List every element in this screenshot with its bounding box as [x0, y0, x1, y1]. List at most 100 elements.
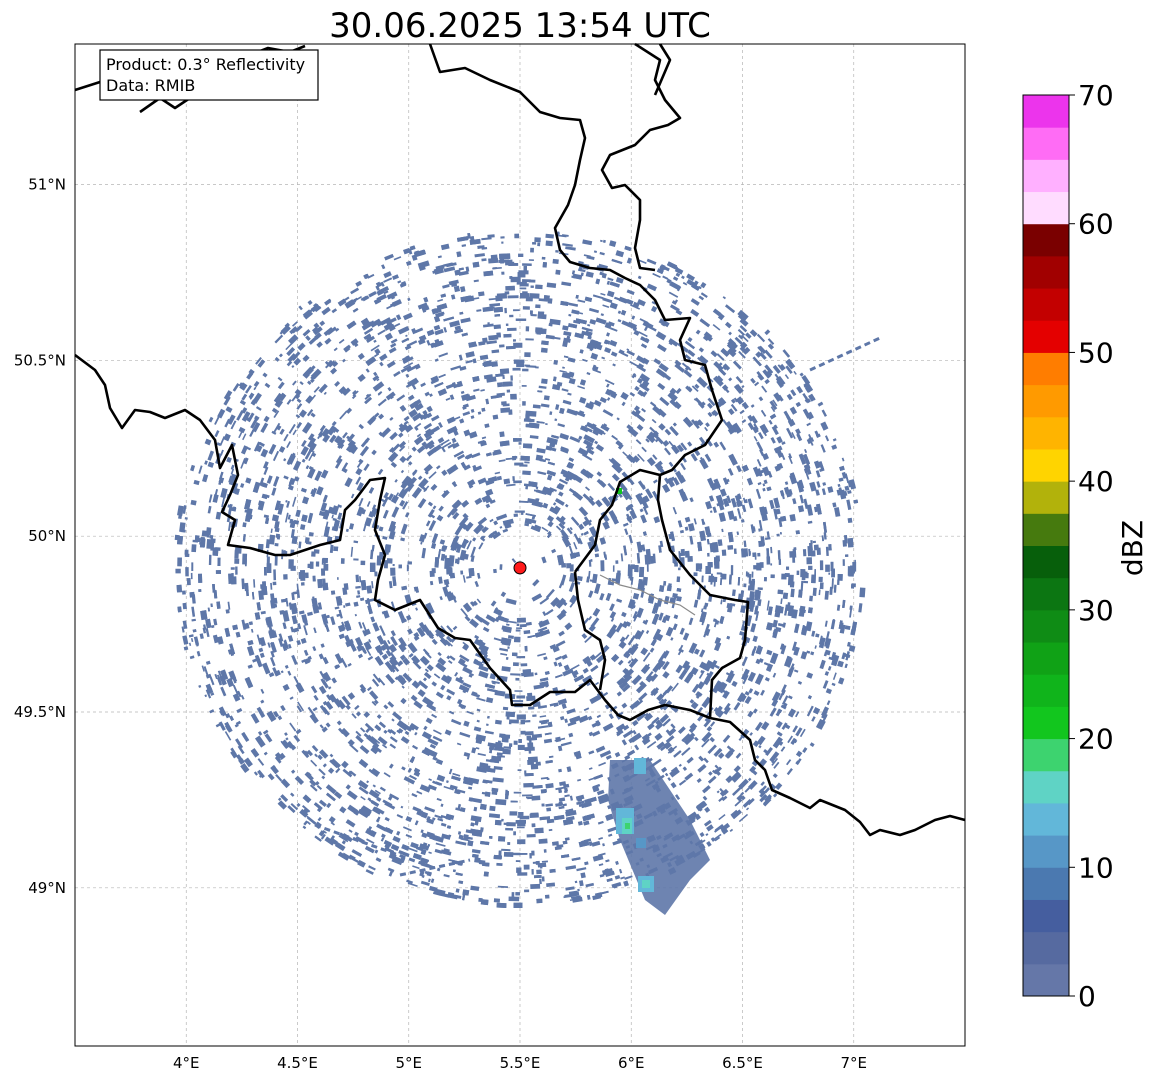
clutter-echo [505, 457, 516, 460]
clutter-echo [227, 521, 232, 532]
clutter-echo [300, 487, 307, 493]
clutter-echo [748, 573, 752, 584]
clutter-echo [790, 737, 797, 745]
clutter-echo [462, 834, 469, 841]
clutter-echo [704, 453, 712, 463]
clutter-echo [827, 666, 832, 671]
clutter-echo [585, 882, 595, 888]
clutter-echo [787, 418, 796, 427]
clutter-echo [427, 843, 431, 847]
clutter-echo [411, 793, 418, 798]
clutter-echo [188, 642, 192, 646]
clutter-echo [459, 807, 466, 813]
clutter-echo [696, 800, 707, 810]
clutter-echo [486, 688, 498, 693]
clutter-echo [314, 781, 320, 786]
clutter-echo [271, 487, 277, 496]
clutter-echo [367, 797, 372, 801]
clutter-echo [636, 364, 647, 373]
clutter-echo [661, 767, 668, 773]
clutter-echo [461, 523, 468, 530]
clutter-echo [324, 299, 332, 306]
clutter-echo [748, 780, 758, 790]
clutter-echo [752, 552, 757, 558]
clutter-echo [477, 440, 485, 444]
clutter-echo [557, 662, 563, 667]
clutter-echo [499, 431, 505, 438]
clutter-echo [292, 429, 297, 436]
clutter-echo [555, 597, 567, 609]
clutter-echo [198, 684, 202, 688]
clutter-echo [764, 794, 772, 803]
clutter-echo [528, 259, 534, 261]
clutter-echo [841, 652, 846, 660]
clutter-echo [736, 500, 743, 508]
clutter-echo [541, 803, 545, 807]
clutter-echo [772, 672, 777, 678]
clutter-echo [275, 533, 280, 539]
clutter-echo [661, 321, 667, 327]
clutter-echo [825, 688, 832, 695]
clutter-echo [520, 730, 526, 735]
clutter-echo [482, 626, 490, 633]
clutter-echo [720, 599, 723, 605]
clutter-echo [707, 397, 716, 407]
clutter-echo [495, 798, 507, 806]
clutter-echo [681, 346, 689, 353]
clutter-echo [635, 493, 645, 505]
clutter-echo [809, 542, 813, 551]
clutter-echo [394, 492, 400, 499]
clutter-echo [407, 767, 412, 773]
clutter-echo [478, 291, 485, 297]
clutter-echo [439, 595, 443, 601]
clutter-echo [462, 602, 473, 613]
clutter-echo [454, 328, 464, 334]
clutter-echo [475, 747, 480, 750]
clutter-echo [547, 530, 552, 536]
clutter-echo [330, 758, 341, 769]
clutter-echo [425, 602, 435, 615]
clutter-echo [735, 375, 743, 384]
clutter-echo [518, 500, 529, 504]
clutter-echo [390, 342, 397, 348]
clutter-echo [752, 708, 758, 714]
clutter-echo [646, 457, 656, 467]
clutter-echo [354, 613, 357, 617]
clutter-echo [452, 595, 457, 600]
clutter-echo [271, 430, 277, 435]
clutter-echo [598, 863, 604, 867]
clutter-echo [686, 756, 694, 764]
clutter-echo [622, 667, 630, 675]
clutter-echo [528, 706, 535, 710]
clutter-echo [569, 795, 574, 801]
clutter-echo [636, 712, 647, 722]
clutter-echo [434, 814, 443, 820]
clutter-echo [405, 260, 412, 266]
clutter-echo [427, 784, 437, 791]
clutter-echo [310, 368, 322, 380]
clutter-echo [755, 611, 759, 621]
clutter-echo [491, 791, 498, 795]
clutter-echo [456, 236, 469, 242]
clutter-echo [230, 747, 237, 755]
clutter-echo [462, 513, 469, 520]
clutter-echo [440, 311, 445, 316]
clutter-echo [787, 666, 795, 678]
clutter-echo [637, 453, 645, 462]
clutter-echo [318, 510, 325, 517]
clutter-echo [536, 869, 542, 875]
clutter-echo [267, 773, 275, 781]
clutter-echo [751, 645, 757, 656]
clutter-echo [516, 656, 526, 659]
clutter-echo [376, 714, 382, 719]
clutter-echo [576, 575, 583, 582]
clutter-echo [218, 706, 227, 717]
clutter-echo [821, 710, 828, 719]
clutter-echo [754, 605, 759, 615]
clutter-echo [568, 377, 576, 385]
clutter-echo [183, 646, 189, 651]
clutter-echo [844, 485, 850, 491]
clutter-echo [237, 745, 245, 755]
clutter-echo [360, 597, 365, 602]
clutter-echo [689, 722, 698, 731]
